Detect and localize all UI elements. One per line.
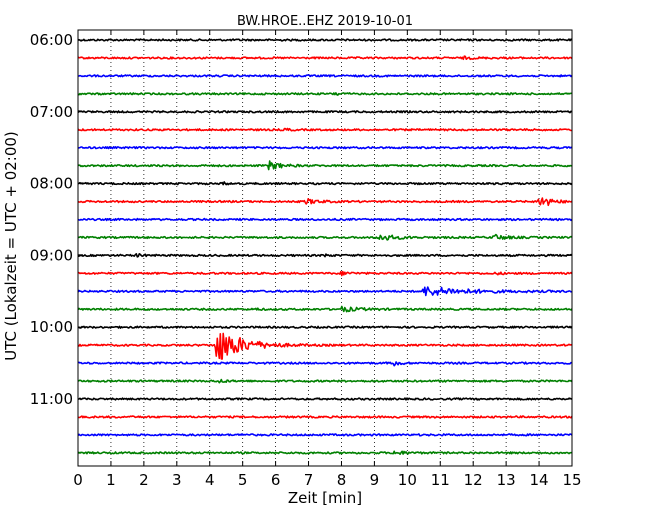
x-tick-label: 2 xyxy=(139,471,149,489)
y-tick-label: 09:00 xyxy=(30,246,73,264)
trace-0745 xyxy=(77,160,573,171)
trace-0630 xyxy=(78,74,573,78)
y-tick-label: 10:00 xyxy=(30,318,73,336)
x-tick-label: 8 xyxy=(337,471,347,489)
trace-0615 xyxy=(77,55,573,61)
trace-1000 xyxy=(77,325,573,329)
trace-0815 xyxy=(77,197,573,207)
y-tick-label: 11:00 xyxy=(30,390,73,408)
trace-1100 xyxy=(77,397,573,401)
x-tick-label: 11 xyxy=(431,471,450,489)
x-tick-label: 7 xyxy=(304,471,314,489)
x-tick-label: 9 xyxy=(370,471,380,489)
x-tick-label: 3 xyxy=(172,471,182,489)
x-axis-label: Zeit [min] xyxy=(288,489,362,507)
x-tick-label: 4 xyxy=(205,471,215,489)
trace-1045 xyxy=(77,378,573,384)
trace-1130 xyxy=(77,433,573,437)
trace-0845 xyxy=(77,233,573,241)
axis-ticks: 0 1 2 3 4 5 6 7 8 9 10 11 12 13 14 1506:0007:0008:0009:… xyxy=(30,30,582,489)
trace-0730 xyxy=(77,146,573,150)
trace-1030 xyxy=(77,361,573,367)
x-tick-label: 12 xyxy=(464,471,483,489)
trace-0930 xyxy=(77,286,573,297)
trace-1115 xyxy=(78,415,573,419)
trace-0700 xyxy=(77,110,573,114)
trace-0900 xyxy=(77,253,573,258)
trace-0800 xyxy=(77,181,573,186)
x-tick-label: 1 xyxy=(106,471,116,489)
trace-1015 xyxy=(77,332,573,360)
trace-0945 xyxy=(77,305,573,313)
x-tick-label: 13 xyxy=(497,471,516,489)
trace-0645 xyxy=(77,92,573,96)
chart-title: BW.HROE..EHZ 2019-10-01 xyxy=(237,14,413,29)
x-tick-label: 0 xyxy=(73,471,83,489)
x-tick-label: 14 xyxy=(530,471,549,489)
trace-0600 xyxy=(77,38,573,42)
x-tick-label: 15 xyxy=(562,471,581,489)
plot-frame xyxy=(77,29,573,467)
y-axis-label: UTC (Lokalzeit = UTC + 02:00) xyxy=(2,131,20,361)
traces xyxy=(77,38,573,455)
trace-0915 xyxy=(77,270,573,277)
vertical-gridlines xyxy=(110,30,540,466)
y-tick-label: 08:00 xyxy=(30,175,73,193)
x-tick-label: 10 xyxy=(398,471,417,489)
x-tick-label: 6 xyxy=(271,471,281,489)
y-tick-label: 07:00 xyxy=(30,103,73,121)
x-tick-label: 5 xyxy=(238,471,248,489)
y-tick-label: 06:00 xyxy=(30,31,73,49)
trace-0715 xyxy=(77,127,572,132)
trace-1145 xyxy=(77,450,573,455)
trace-0830 xyxy=(77,217,573,222)
